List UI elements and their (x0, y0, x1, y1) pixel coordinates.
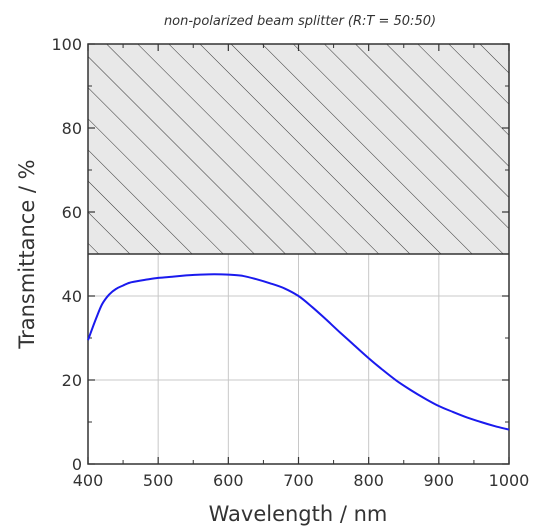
x-tick-label: 800 (353, 471, 384, 490)
y-axis-title: Transmittance / % (15, 159, 39, 349)
y-tick-label: 80 (62, 119, 82, 138)
y-tick-label: 60 (62, 203, 82, 222)
x-tick-label: 600 (213, 471, 244, 490)
y-tick-label: 20 (62, 371, 82, 390)
hatched-region-pattern (88, 44, 509, 254)
chart-title: non-polarized beam splitter (R:T = 50:50… (164, 14, 436, 29)
y-tick-label: 100 (51, 35, 82, 54)
axis-ticks (87, 43, 510, 465)
series-line (87, 273, 510, 431)
x-axis-title: Wavelength / nm (209, 502, 388, 526)
y-tick-label: 40 (62, 287, 82, 306)
x-tick-label: 700 (283, 471, 314, 490)
x-tick-label: 400 (73, 471, 104, 490)
series-group (87, 273, 510, 431)
x-tick-label: 900 (424, 471, 455, 490)
x-tick-label: 500 (143, 471, 174, 490)
y-tick-labels: 0 20 40 60 80 100 (51, 35, 82, 474)
x-tick-label: 1000 (489, 471, 530, 490)
y-tick-label: 0 (72, 455, 82, 474)
x-tick-labels: 400 500 600 700 800 900 1000 (73, 471, 530, 490)
